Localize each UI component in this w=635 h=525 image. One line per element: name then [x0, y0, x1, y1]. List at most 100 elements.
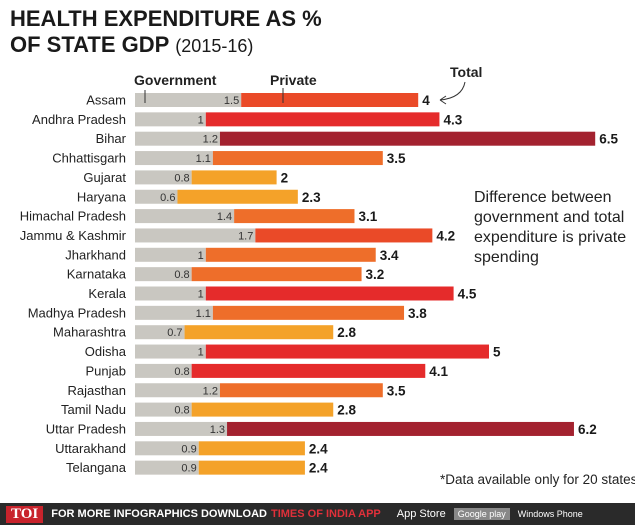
private-bar — [191, 170, 277, 185]
category-label: Haryana — [77, 189, 127, 204]
total-value-label: 2 — [281, 170, 289, 185]
government-bar — [135, 441, 199, 456]
total-value-label: 3.4 — [380, 248, 399, 263]
category-label: Bihar — [96, 131, 127, 146]
total-value-label: 4.2 — [436, 228, 455, 243]
category-label: Punjab — [86, 363, 126, 378]
legend-private: Private — [270, 72, 317, 88]
government-bar — [135, 112, 206, 127]
category-label: Odisha — [85, 344, 127, 359]
government-value-label: 1.3 — [210, 424, 225, 436]
category-label: Telangana — [66, 460, 127, 475]
government-value-label: 0.7 — [167, 327, 182, 339]
private-bar — [205, 286, 454, 301]
total-value-label: 2.8 — [337, 403, 356, 418]
total-value-label: 3.5 — [387, 383, 406, 398]
footnote: *Data available only for 20 states — [440, 472, 635, 487]
private-bar — [205, 112, 440, 127]
government-value-label: 1.1 — [196, 308, 211, 320]
government-value-label: 1 — [198, 347, 204, 359]
category-label: Karnataka — [67, 267, 127, 282]
total-value-label: 3.1 — [358, 209, 377, 224]
category-label: Maharashtra — [53, 325, 127, 340]
toi-logo: TOI — [6, 505, 44, 523]
title-block: HEALTH EXPENDITURE AS % OF STATE GDP (201… — [10, 6, 340, 59]
category-label: Rajasthan — [67, 383, 126, 398]
total-value-label: 6.5 — [599, 132, 618, 147]
total-value-label: 2.4 — [309, 461, 328, 476]
government-value-label: 0.8 — [174, 269, 189, 281]
total-value-label: 2.8 — [337, 325, 356, 340]
government-bar — [135, 228, 256, 243]
category-label: Jammu & Kashmir — [20, 228, 127, 243]
annotation: Difference between government and total … — [474, 189, 627, 266]
private-bar — [191, 363, 426, 378]
total-value-label: 3.8 — [408, 306, 427, 321]
government-value-label: 1.1 — [196, 153, 211, 165]
category-label: Uttarakhand — [55, 441, 126, 456]
category-label: Chhattisgarh — [52, 151, 126, 166]
government-bar — [135, 286, 206, 301]
chart-title: HEALTH EXPENDITURE AS % OF STATE GDP — [10, 6, 322, 57]
category-label: Jharkhand — [65, 247, 126, 262]
bar-chart: Assam 1.5 4 Andhra Pradesh 1 4.3 Bihar 1.2 6.5 Ch… — [20, 81, 618, 476]
government-bar — [135, 421, 228, 436]
government-value-label: 1 — [198, 250, 204, 262]
government-bar — [135, 383, 220, 398]
category-label: Assam — [86, 93, 126, 108]
legend-total: Total — [450, 64, 483, 80]
government-value-label: 0.8 — [174, 172, 189, 184]
total-value-label: 3.2 — [366, 267, 385, 282]
private-bar — [205, 344, 490, 359]
government-bar — [135, 267, 192, 282]
windows-phone-badge[interactable]: Windows Phone — [517, 509, 583, 519]
government-value-label: 1.2 — [203, 134, 218, 146]
total-value-label: 2.3 — [302, 190, 321, 205]
category-label: Gujarat — [83, 170, 126, 185]
footer-app[interactable]: TIMES OF INDIA APP — [270, 508, 381, 520]
government-bar — [135, 131, 220, 146]
private-bar — [191, 267, 362, 282]
government-bar — [135, 363, 192, 378]
government-value-label: 1 — [198, 114, 204, 126]
government-value-label: 1.5 — [224, 95, 239, 107]
category-label: Andhra Pradesh — [32, 112, 126, 127]
government-bar — [135, 189, 178, 204]
total-value-label: 4 — [422, 93, 430, 108]
total-value-label: 5 — [493, 345, 501, 360]
government-bar — [135, 247, 206, 262]
app-store-badge[interactable]: App Store — [396, 508, 446, 520]
private-bar — [212, 151, 383, 166]
total-value-label: 4.1 — [429, 364, 448, 379]
government-bar — [135, 325, 185, 340]
google-play-badge[interactable]: Google play — [453, 508, 510, 520]
total-value-label: 6.2 — [578, 422, 597, 437]
government-bar — [135, 209, 235, 224]
category-label: Himachal Pradesh — [20, 209, 126, 224]
government-value-label: 0.8 — [174, 405, 189, 417]
total-value-label: 2.4 — [309, 441, 328, 456]
government-bar — [135, 305, 213, 320]
government-value-label: 1.2 — [203, 385, 218, 397]
government-value-label: 0.9 — [181, 463, 196, 475]
private-bar — [212, 305, 405, 320]
category-label: Madhya Pradesh — [28, 305, 126, 320]
private-bar — [177, 189, 298, 204]
total-value-label: 3.5 — [387, 151, 406, 166]
private-bar — [191, 402, 334, 417]
private-bar — [234, 209, 355, 224]
private-bar — [198, 441, 305, 456]
total-pointer-arrow — [439, 81, 466, 105]
private-bar — [255, 228, 433, 243]
government-bar — [135, 402, 192, 417]
government-bar — [135, 93, 242, 107]
legend-government: Government — [134, 72, 217, 88]
government-value-label: 0.8 — [174, 366, 189, 378]
government-bar — [135, 344, 206, 359]
footer: TOI FOR MORE INFOGRAPHICS DOWNLOAD TIMES… — [0, 503, 635, 525]
private-bar — [198, 460, 305, 475]
government-value-label: 0.9 — [181, 443, 196, 455]
private-bar — [219, 131, 596, 146]
total-value-label: 4.5 — [458, 287, 477, 302]
